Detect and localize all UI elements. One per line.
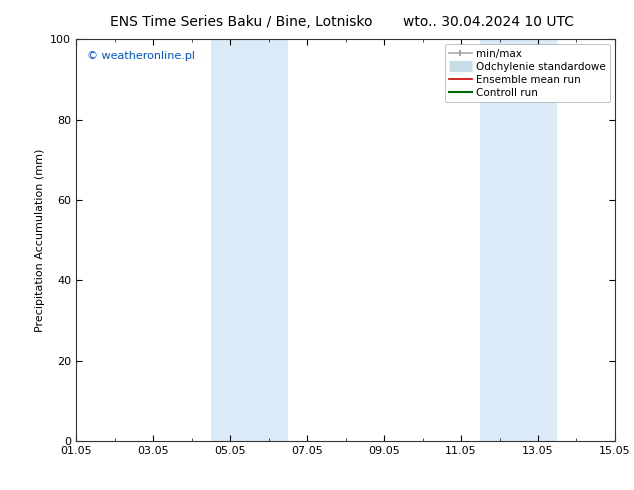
Text: © weatheronline.pl: © weatheronline.pl [87,51,195,61]
Legend: min/max, Odchylenie standardowe, Ensemble mean run, Controll run: min/max, Odchylenie standardowe, Ensembl… [444,45,610,102]
Text: ENS Time Series Baku / Bine, Lotnisko: ENS Time Series Baku / Bine, Lotnisko [110,15,372,29]
Bar [210,39,288,441]
Text: wto.. 30.04.2024 10 UTC: wto.. 30.04.2024 10 UTC [403,15,574,29]
Bar [480,39,557,441]
Y-axis label: Precipitation Accumulation (mm): Precipitation Accumulation (mm) [35,148,44,332]
